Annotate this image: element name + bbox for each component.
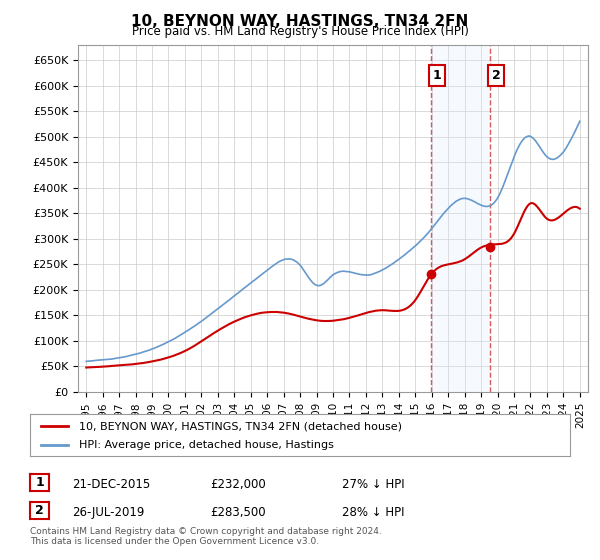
Bar: [431, 45, 490, 392]
Text: 26-JUL-2019: 26-JUL-2019: [72, 506, 145, 519]
Text: 1: 1: [433, 69, 442, 82]
Text: 2: 2: [491, 69, 500, 82]
Text: 21-DEC-2015: 21-DEC-2015: [72, 478, 150, 491]
Text: 10, BEYNON WAY, HASTINGS, TN34 2FN (detached house): 10, BEYNON WAY, HASTINGS, TN34 2FN (deta…: [79, 421, 401, 431]
Text: £283,500: £283,500: [210, 506, 266, 519]
Text: £232,000: £232,000: [210, 478, 266, 491]
Text: Contains HM Land Registry data © Crown copyright and database right 2024.
This d: Contains HM Land Registry data © Crown c…: [30, 526, 382, 546]
Text: 2: 2: [35, 504, 44, 517]
Text: 27% ↓ HPI: 27% ↓ HPI: [342, 478, 404, 491]
Text: 10, BEYNON WAY, HASTINGS, TN34 2FN: 10, BEYNON WAY, HASTINGS, TN34 2FN: [131, 14, 469, 29]
Text: 1: 1: [35, 476, 44, 489]
Text: 28% ↓ HPI: 28% ↓ HPI: [342, 506, 404, 519]
Text: Price paid vs. HM Land Registry's House Price Index (HPI): Price paid vs. HM Land Registry's House …: [131, 25, 469, 38]
Text: HPI: Average price, detached house, Hastings: HPI: Average price, detached house, Hast…: [79, 440, 334, 450]
